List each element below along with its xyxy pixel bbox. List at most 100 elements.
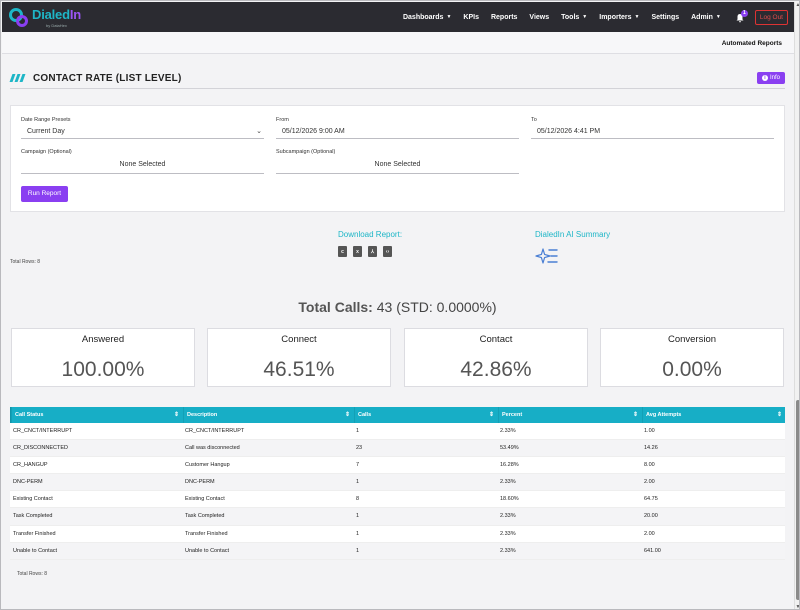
stat-label: Contact <box>479 334 513 345</box>
nav-item-label: KPIs <box>463 13 479 21</box>
table-cell: 641.00 <box>644 547 661 554</box>
sub-header: Automated Reports <box>2 32 794 54</box>
stat-label: Connect <box>281 334 317 345</box>
logo[interactable]: DialedIn by DataHex <box>9 5 81 29</box>
from-label: From <box>276 117 289 123</box>
nav-item-label: Reports <box>490 13 518 21</box>
subcampaign-select[interactable]: None Selected <box>276 159 519 174</box>
table-cell: 20.00 <box>644 513 658 520</box>
table-cell: 64.75 <box>644 496 658 503</box>
table-cell: 2.33% <box>500 547 516 554</box>
table-row: DNC-PERM DNC-PERM 1 2.33% 2.00 <box>10 474 785 492</box>
table-cell: 2.33% <box>500 513 516 520</box>
chevron-down-icon: ⌄ <box>256 128 262 135</box>
logo-mark-icon <box>9 7 29 27</box>
nav-item-label: Admin <box>691 13 713 21</box>
column-header-description[interactable]: Description ⇕ <box>183 407 354 423</box>
logout-button[interactable]: Log Out <box>754 9 788 25</box>
date-range-value: Current Day <box>27 128 65 135</box>
call-status-table: Call Status ⇕ Description ⇕ Calls ⇕ Percent ⇕ Av… <box>10 407 785 560</box>
code-file-icon[interactable]: ‹› <box>383 246 392 257</box>
scroll-up-arrow-icon[interactable]: ▲ <box>795 2 800 8</box>
total-rows-bottom: Total Rows: 8 <box>17 571 48 577</box>
table-cell: CR_CNCT/INTERRUPT <box>13 428 73 434</box>
page-scrollbar[interactable]: ▲ ▼ <box>794 2 800 610</box>
info-icon: i <box>761 75 768 81</box>
table-cell: 2.33% <box>500 530 516 537</box>
table-cell: Customer Hangup <box>185 462 230 469</box>
stripes-icon <box>9 74 28 82</box>
nav-item-settings[interactable]: Settings <box>652 14 680 21</box>
nav-item-tools[interactable]: Tools ▼ <box>561 14 587 21</box>
stat-card-connect: Connect 46.51% <box>207 328 391 387</box>
nav-item-kpis[interactable]: KPIs <box>463 14 479 21</box>
scroll-down-arrow-icon[interactable]: ▼ <box>795 604 800 610</box>
csv-file-icon[interactable]: c <box>338 246 347 257</box>
nav-item-label: Dashboards <box>402 13 444 21</box>
nav-item-dashboards[interactable]: Dashboards ▼ <box>403 14 451 21</box>
page-title-row: CONTACT RATE (LIST LEVEL) i Info <box>9 71 785 89</box>
table-cell: 2.33% <box>500 479 516 486</box>
total-calls: Total Calls: 43 (STD: 0.0000%) <box>1 299 794 315</box>
date-range-select[interactable]: Current Day ⌄ <box>21 126 264 139</box>
column-header-avg-attempts[interactable]: Avg Attempts ⇕ <box>642 407 786 423</box>
table-body: CR_CNCT/INTERRUPT CR_CNCT/INTERRUPT 1 2.33%… <box>10 423 785 560</box>
nav-item-views[interactable]: Views <box>529 14 549 21</box>
stat-label: Conversion <box>667 334 717 345</box>
total-calls-label: Total Calls: <box>298 299 373 315</box>
from-date-input[interactable]: 05/12/2026 9:00 AM <box>276 126 519 139</box>
sort-icon: ⇕ <box>632 412 638 418</box>
table-row: CR_DISCONNECTED Call was disconnected 23 53… <box>10 440 785 458</box>
excel-file-icon[interactable]: x <box>353 246 362 257</box>
table-cell: Task Completed <box>185 513 225 520</box>
stat-value: 0.00% <box>662 358 722 381</box>
column-header-label: Description <box>187 412 218 418</box>
table-cell: 1 <box>356 479 360 486</box>
nav-item-label: Views <box>529 13 550 21</box>
stat-value: 42.86% <box>460 358 532 381</box>
run-report-button[interactable]: Run Report <box>21 186 68 202</box>
ai-summary-title[interactable]: DialedIn AI Summary <box>535 230 611 239</box>
table-header: Call Status ⇕ Description ⇕ Calls ⇕ Percent ⇕ Av… <box>10 407 785 423</box>
column-header-percent[interactable]: Percent ⇕ <box>498 407 642 423</box>
table-cell: 53.49% <box>500 445 519 452</box>
nav-item-label: Tools <box>561 13 580 21</box>
stat-label: Answered <box>81 334 125 345</box>
table-cell: Existing Contact <box>185 496 225 503</box>
to-date-value: 05/12/2026 4:41 PM <box>537 128 601 135</box>
table-cell: Transfer Finished <box>13 530 56 537</box>
column-header-call-status[interactable]: Call Status ⇕ <box>11 407 183 423</box>
info-button-label: Info <box>769 75 780 81</box>
sort-icon: ⇕ <box>173 412 179 418</box>
from-date-value: 05/12/2026 9:00 AM <box>282 128 345 135</box>
notifications-bell[interactable]: 1 <box>735 10 748 24</box>
to-label: To <box>531 117 537 123</box>
stat-value: 46.51% <box>263 358 335 381</box>
column-header-label: Calls <box>358 412 372 418</box>
notification-badge: 1 <box>740 10 748 17</box>
table-cell: Unable to Contact <box>13 547 58 554</box>
column-header-calls[interactable]: Calls ⇕ <box>354 407 498 423</box>
automated-reports-link[interactable]: Automated Reports <box>721 40 782 47</box>
to-date-input[interactable]: 05/12/2026 4:41 PM <box>531 126 774 139</box>
nav-item-admin[interactable]: Admin ▼ <box>691 14 721 21</box>
ai-sparkle-list-icon[interactable] <box>535 246 559 268</box>
column-header-label: Call Status <box>15 412 44 418</box>
report-filters-panel: Date Range Presets Current Day ⌄ From 05… <box>10 105 785 212</box>
nav-item-importers[interactable]: Importers ▼ <box>599 14 639 21</box>
info-button[interactable]: i Info <box>756 72 785 84</box>
nav-item-label: Settings <box>651 13 680 21</box>
total-calls-value: 43 (STD: 0.0000%) <box>376 299 497 315</box>
pdf-file-icon[interactable]: ⅄ <box>368 246 377 257</box>
campaign-value: None Selected <box>119 161 166 168</box>
table-row: Unable to Contact Unable to Contact 1 2.33%… <box>10 542 785 560</box>
campaign-label: Campaign (Optional) <box>21 149 72 155</box>
column-header-label: Avg Attempts <box>646 412 682 418</box>
scroll-thumb[interactable] <box>796 400 799 600</box>
table-row: Existing Contact Existing Contact 8 18.60% 6… <box>10 491 785 509</box>
table-cell: Call was disconnected <box>185 445 240 452</box>
nav-item-reports[interactable]: Reports <box>491 14 517 21</box>
campaign-select[interactable]: None Selected <box>21 159 264 174</box>
table-cell: 1 <box>356 530 360 537</box>
